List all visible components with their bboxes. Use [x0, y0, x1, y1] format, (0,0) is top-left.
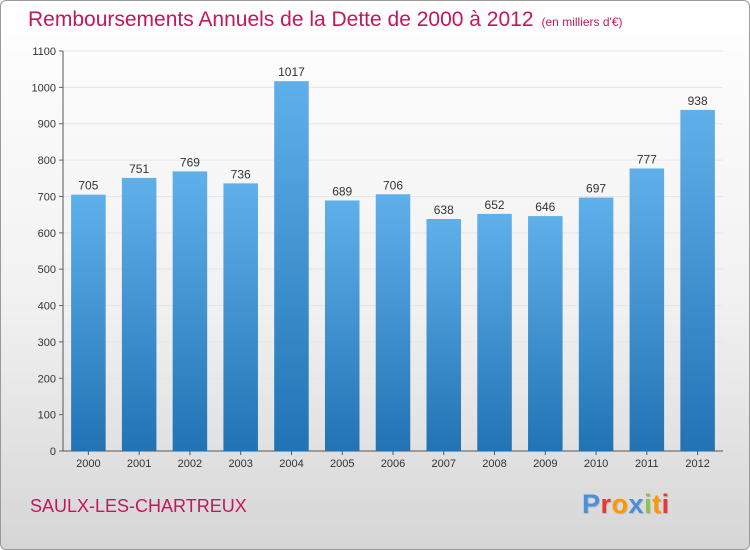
y-tick-label: 900 [38, 119, 56, 131]
bar-2007 [426, 219, 462, 451]
x-tick-label-2005: 2005 [330, 458, 354, 470]
x-tick-label-2007: 2007 [432, 458, 456, 470]
chart-title-text: Remboursements Annuels de la Dette de 20… [28, 8, 534, 31]
bar-2011 [629, 168, 665, 452]
bar-2006 [375, 194, 411, 452]
y-tick-label: 1000 [32, 82, 56, 94]
x-tick-label-2004: 2004 [279, 458, 303, 470]
proxiti-logo: Proxiti [582, 489, 670, 520]
x-tick-label-2011: 2011 [635, 458, 659, 470]
chart-title: Remboursements Annuels de la Dette de 20… [28, 8, 623, 32]
y-tick-label: 400 [38, 301, 56, 313]
y-tick-label: 500 [38, 264, 56, 276]
y-tick-label: 800 [38, 155, 56, 167]
y-tick-label: 100 [38, 410, 56, 422]
bar-2012 [680, 109, 715, 451]
bar-2001 [121, 177, 157, 451]
data-label-2001: 751 [129, 162, 149, 176]
y-tick-label: 600 [38, 228, 56, 240]
x-tick-label-2003: 2003 [228, 458, 252, 470]
x-tick-label-2002: 2002 [178, 458, 202, 470]
bar-2005 [324, 200, 360, 451]
logo-letter: x [628, 489, 645, 519]
x-tick-label-2001: 2001 [127, 458, 151, 470]
bar-2010 [578, 197, 614, 451]
y-tick-label: 200 [38, 373, 56, 385]
x-tick-label-2012: 2012 [685, 458, 709, 470]
x-tick-label-2010: 2010 [584, 458, 608, 470]
logo-letter: o [611, 489, 629, 519]
bar-2000 [71, 194, 106, 452]
logo-letter: t [652, 489, 662, 519]
data-label-2012: 938 [688, 94, 708, 108]
y-tick-label: 1100 [32, 46, 56, 58]
y-tick-label: 0 [50, 446, 56, 458]
data-label-2011: 777 [637, 152, 657, 166]
data-label-2003: 736 [231, 167, 251, 181]
bar-2009 [528, 216, 563, 451]
data-label-2007: 638 [434, 203, 454, 217]
data-label-2006: 706 [383, 178, 403, 192]
data-label-2010: 697 [586, 182, 606, 196]
logo-letter: i [644, 489, 653, 519]
bar-2004 [274, 81, 309, 451]
data-label-2000: 705 [78, 179, 98, 193]
bar-2002 [172, 171, 208, 451]
bar-2008 [477, 213, 512, 451]
data-label-2004: 1017 [278, 65, 305, 79]
y-tick-label: 300 [38, 337, 56, 349]
x-tick-label-2000: 2000 [76, 458, 100, 470]
data-label-2005: 689 [332, 184, 352, 198]
logo-letter: r [600, 489, 612, 519]
city-name: SAULX-LES-CHARTREUX [30, 496, 247, 516]
bars [71, 81, 715, 452]
bar-2003 [223, 183, 258, 451]
data-label-2008: 652 [485, 198, 505, 212]
x-tick-label-2008: 2008 [482, 458, 506, 470]
logo-letter: i [661, 489, 670, 519]
logo-letter: P [582, 489, 601, 519]
data-label-2009: 646 [535, 200, 555, 214]
chart-unit: (en milliers d'€) [541, 15, 623, 29]
data-labels: 705 751 769 736 1017 689 706 638 652 646 697 777 938 [78, 65, 708, 217]
y-tick-label: 700 [38, 191, 56, 203]
data-label-2002: 769 [180, 155, 200, 169]
x-tick-label-2009: 2009 [533, 458, 557, 470]
x-tick-label-2006: 2006 [381, 458, 405, 470]
